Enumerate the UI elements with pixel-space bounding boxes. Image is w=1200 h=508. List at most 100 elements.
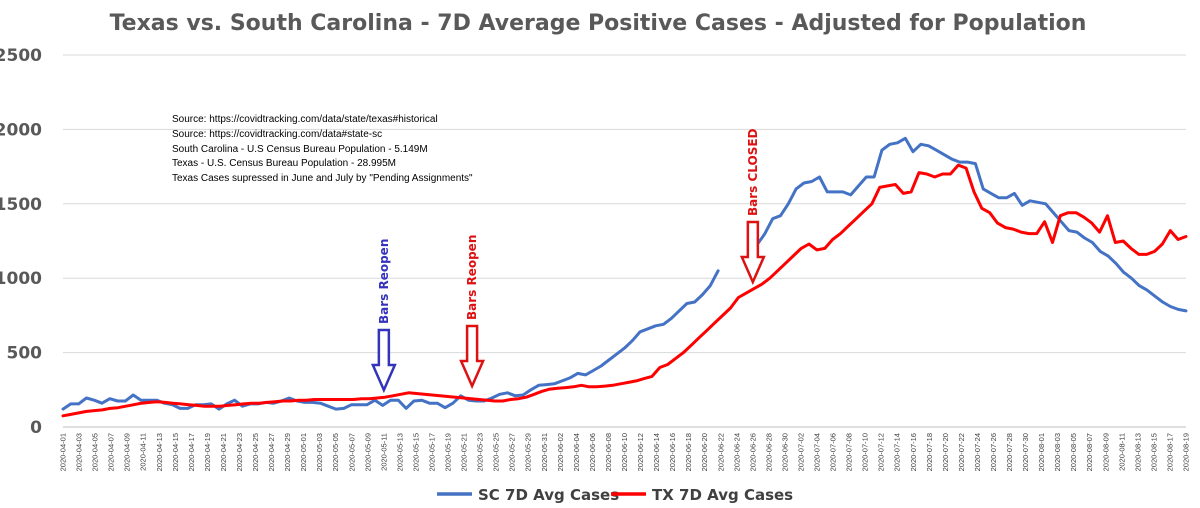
source-notes: Source: https://covidtracking.com/data/s…: [172, 114, 473, 184]
x-tick-label: 2020-07-10: [861, 433, 870, 471]
legend: SC 7D Avg Cases TX 7D Avg Cases: [437, 486, 793, 504]
x-tick-label: 2020-05-11: [379, 433, 388, 471]
x-tick-label: 2020-07-30: [1021, 433, 1030, 471]
x-tick-label: 2020-06-06: [588, 433, 597, 471]
series-line-sc: [61, 136, 1188, 411]
x-tick-label: 2020-04-29: [283, 433, 292, 471]
x-tick-label: 2020-05-09: [363, 433, 372, 471]
note-line: Texas Cases supressed in June and July b…: [172, 173, 473, 184]
x-tick-label: 2020-07-12: [877, 433, 886, 471]
y-tick-label: 2500: [0, 46, 42, 66]
x-tick-label: 2020-04-19: [203, 433, 212, 471]
x-tick-label: 2020-04-27: [267, 433, 276, 471]
x-tick-label: 2020-04-09: [123, 433, 132, 471]
x-tick-label: 2020-08-05: [1069, 433, 1078, 471]
x-tick-label: 2020-04-17: [187, 433, 196, 471]
series-line-tx: [61, 163, 1188, 418]
x-tick-label: 2020-04-13: [155, 433, 164, 471]
x-tick-label: 2020-08-19: [1182, 433, 1191, 471]
annotations: Bars Reopen Bars Reopen Bars CLOSED: [370, 128, 766, 394]
x-tick-label: 2020-05-27: [508, 433, 517, 471]
x-tick-label: 2020-05-31: [540, 433, 549, 471]
x-tick-label: 2020-08-11: [1117, 433, 1126, 471]
x-tick-label: 2020-06-08: [604, 433, 613, 471]
x-tick-label: 2020-07-18: [925, 433, 934, 471]
x-tick-label: 2020-05-23: [476, 433, 485, 471]
x-tick-label: 2020-07-20: [941, 433, 950, 471]
x-tick-label: 2020-08-17: [1165, 433, 1174, 471]
series-lines: [61, 136, 1188, 418]
x-tick-label: 2020-06-30: [780, 433, 789, 471]
x-tick-label: 2020-07-02: [796, 433, 805, 471]
x-tick-label: 2020-07-06: [829, 433, 838, 471]
note-line: Texas - U.S. Census Bureau Population - …: [172, 158, 396, 169]
x-tick-label: 2020-08-03: [1053, 433, 1062, 471]
x-tick-label: 2020-06-18: [684, 433, 693, 471]
annotation-arrow: [459, 324, 486, 390]
x-tick-label: 2020-07-04: [813, 433, 822, 471]
y-axis: 0 500 1000 1500 2000 2500: [0, 46, 42, 438]
gridlines: [63, 54, 1186, 428]
x-tick-label: 2020-05-13: [395, 433, 404, 471]
annotation-label: Bars Reopen: [377, 239, 391, 324]
x-tick-label: 2020-06-04: [572, 433, 581, 471]
x-tick-label: 2020-08-07: [1085, 433, 1094, 471]
note-line: Source: https://covidtracking.com/data#s…: [172, 129, 382, 140]
x-tick-label: 2020-06-16: [668, 433, 677, 471]
annotation-bars-reopen: Bars Reopen: [370, 239, 397, 394]
x-tick-label: 2020-04-11: [139, 433, 148, 471]
x-tick-label: 2020-04-23: [235, 433, 244, 471]
note-line: Source: https://covidtracking.com/data/s…: [172, 114, 438, 125]
x-axis: 2020-04-01 2020-04-03 2020-04-05 2020-04-07…: [59, 426, 1191, 471]
x-tick-label: 2020-07-14: [893, 433, 902, 471]
x-tick-label: 2020-05-01: [299, 433, 308, 471]
x-tick-label: 2020-05-17: [427, 433, 436, 471]
x-tick-label: 2020-05-07: [347, 433, 356, 471]
x-tick-label: 2020-04-15: [171, 433, 180, 471]
x-tick-label: 2020-06-22: [716, 433, 725, 471]
annotation-arrow: [370, 328, 397, 394]
x-tick-label: 2020-05-25: [492, 433, 501, 471]
x-tick-label: 2020-04-05: [91, 433, 100, 471]
legend-sc-label: SC 7D Avg Cases: [478, 486, 619, 504]
annotation-bars-closed: Bars CLOSED: [739, 128, 766, 286]
x-tick-label: 2020-06-02: [556, 433, 565, 471]
x-tick-label: 2020-04-07: [107, 433, 116, 471]
annotation-label: Bars Reopen: [465, 235, 479, 320]
x-tick-label: 2020-05-21: [460, 433, 469, 471]
x-tick-label: 2020-06-24: [732, 433, 741, 471]
x-tick-label: 2020-07-24: [973, 433, 982, 471]
x-tick-label: 2020-05-03: [315, 433, 324, 471]
x-tick-label: 2020-06-10: [620, 433, 629, 471]
x-tick-label: 2020-04-25: [251, 433, 260, 471]
x-tick-label: 2020-05-05: [331, 433, 340, 471]
y-tick-label: 2000: [0, 120, 42, 140]
x-tick-label: 2020-04-03: [75, 433, 84, 471]
x-tick-label: 2020-06-26: [748, 433, 757, 471]
x-tick-label: 2020-08-13: [1133, 433, 1142, 471]
x-tick-label: 2020-06-14: [652, 433, 661, 471]
y-tick-label: 1500: [0, 195, 42, 215]
x-tick-label: 2020-04-21: [219, 433, 228, 471]
x-tick-label: 2020-06-20: [700, 433, 709, 471]
x-tick-label: 2020-08-15: [1149, 433, 1158, 471]
x-tick-label: 2020-07-28: [1005, 433, 1014, 471]
x-tick-label: 2020-05-19: [444, 433, 453, 471]
legend-tx-label: TX 7D Avg Cases: [652, 486, 793, 504]
x-tick-label: 2020-07-16: [909, 433, 918, 471]
note-line: South Carolina - U.S Census Bureau Popul…: [172, 144, 428, 155]
x-tick-label: 2020-07-08: [845, 433, 854, 471]
y-tick-label: 500: [7, 344, 43, 364]
annotation-arrow: [739, 220, 766, 286]
chart-title: Texas vs. South Carolina - 7D Average Po…: [110, 11, 1087, 36]
y-tick-label: 1000: [0, 269, 42, 289]
x-tick-label: 2020-08-01: [1037, 433, 1046, 471]
x-tick-label: 2020-05-15: [411, 433, 420, 471]
annotation-bars-reopen: Bars Reopen: [459, 235, 486, 390]
annotation-label: Bars CLOSED: [746, 128, 760, 216]
y-tick-label: 0: [30, 418, 42, 438]
x-tick-label: 2020-06-28: [764, 433, 773, 471]
x-tick-label: 2020-04-01: [59, 433, 68, 471]
x-tick-label: 2020-08-09: [1101, 433, 1110, 471]
